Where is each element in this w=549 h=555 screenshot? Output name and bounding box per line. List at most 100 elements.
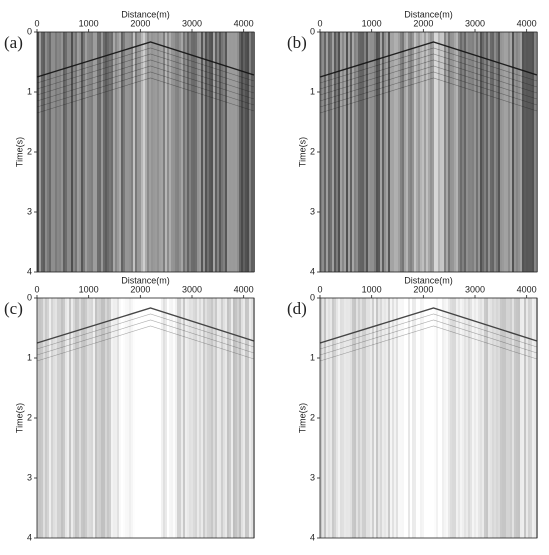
trace-stripe xyxy=(436,32,438,272)
x-tick-label: 1000 xyxy=(79,18,99,28)
trace-stripe xyxy=(175,32,177,272)
trace-stripe xyxy=(55,298,57,538)
trace-stripe xyxy=(97,298,99,538)
trace-stripe xyxy=(51,298,53,538)
trace-stripe xyxy=(488,298,490,538)
x-tick-label: 3000 xyxy=(465,284,485,294)
seismic-image xyxy=(36,32,255,272)
trace-stripe xyxy=(249,298,251,538)
trace-stripe xyxy=(67,32,69,272)
trace-stripe xyxy=(73,298,75,538)
trace-stripe xyxy=(221,32,223,272)
trace-stripe xyxy=(187,298,189,538)
trace-stripe xyxy=(85,32,87,272)
trace-stripe xyxy=(432,32,434,272)
trace-stripe xyxy=(227,32,229,272)
x-tick-label: 4000 xyxy=(234,284,254,294)
trace-stripe xyxy=(374,298,376,538)
trace-stripe xyxy=(163,298,165,538)
trace-stripe xyxy=(384,32,386,272)
panel-label: (b) xyxy=(287,33,307,52)
trace-stripe xyxy=(75,32,77,272)
trace-stripe xyxy=(127,298,129,538)
trace-stripe xyxy=(350,298,352,538)
trace-stripe xyxy=(440,32,442,272)
trace-stripe xyxy=(51,32,53,272)
trace-stripe xyxy=(139,32,141,272)
trace-stripe xyxy=(49,32,51,272)
trace-stripe xyxy=(362,32,364,272)
y-tick-label: 0 xyxy=(310,292,315,302)
trace-stripe xyxy=(454,298,456,538)
trace-stripe xyxy=(402,32,404,272)
trace-stripe xyxy=(111,298,113,538)
trace-stripe xyxy=(506,298,508,538)
trace-stripe xyxy=(227,298,229,538)
trace-stripe xyxy=(129,32,131,272)
trace-stripe xyxy=(247,298,249,538)
trace-stripe xyxy=(326,298,328,538)
seismic-image xyxy=(319,32,538,272)
arrival-event xyxy=(36,41,255,78)
x-axis-title: Distance(m) xyxy=(404,275,453,285)
trace-stripe xyxy=(384,298,386,538)
trace-stripe xyxy=(151,32,153,272)
trace-stripe xyxy=(249,32,251,272)
trace-stripe xyxy=(372,32,374,272)
trace-stripe xyxy=(452,298,454,538)
y-axis-title: Time(s) xyxy=(297,137,307,167)
trace-stripe xyxy=(498,298,500,538)
trace-stripe xyxy=(468,32,470,272)
trace-stripe xyxy=(37,32,39,272)
trace-stripe xyxy=(432,298,434,538)
trace-stripe xyxy=(340,298,342,538)
trace-stripe xyxy=(115,32,117,272)
trace-stripe xyxy=(103,298,105,538)
trace-stripe xyxy=(370,32,372,272)
trace-stripe xyxy=(159,298,161,538)
trace-stripe xyxy=(229,32,231,272)
trace-stripe xyxy=(241,32,243,272)
trace-stripe xyxy=(245,32,247,272)
trace-stripe xyxy=(514,32,516,272)
trace-stripe xyxy=(119,32,121,272)
trace-stripe xyxy=(87,298,89,538)
trace-stripe xyxy=(398,32,400,272)
y-tick-label: 1 xyxy=(27,352,32,362)
trace-stripe xyxy=(390,32,392,272)
trace-stripe xyxy=(534,32,536,272)
trace-stripe xyxy=(91,298,93,538)
arrival-event xyxy=(36,71,255,108)
trace-stripe xyxy=(470,298,472,538)
trace-stripe xyxy=(382,32,384,272)
trace-stripe xyxy=(41,298,43,538)
trace-stripe xyxy=(398,298,400,538)
trace-stripe xyxy=(448,298,450,538)
trace-stripe xyxy=(458,298,460,538)
arrival-event xyxy=(36,65,255,102)
trace-stripe xyxy=(394,298,396,538)
trace-stripe xyxy=(93,32,95,272)
trace-stripe xyxy=(151,298,153,538)
trace-stripe xyxy=(320,298,322,538)
trace-stripe xyxy=(330,298,332,538)
trace-stripe xyxy=(161,298,163,538)
trace-stripe xyxy=(462,32,464,272)
trace-stripe xyxy=(504,298,506,538)
trace-stripe xyxy=(364,32,366,272)
trace-stripe xyxy=(492,298,494,538)
x-tick-label: 0 xyxy=(317,284,322,294)
trace-stripe xyxy=(141,32,143,272)
trace-stripe xyxy=(79,32,81,272)
trace-stripe xyxy=(480,32,482,272)
trace-stripe xyxy=(400,298,402,538)
trace-stripe xyxy=(111,32,113,272)
arrival-event xyxy=(319,65,538,102)
y-tick-label: 1 xyxy=(27,86,32,96)
trace-stripe xyxy=(107,32,109,272)
trace-stripe xyxy=(490,32,492,272)
trace-stripe xyxy=(117,32,119,272)
trace-stripe xyxy=(231,32,233,272)
trace-stripe xyxy=(237,32,239,272)
